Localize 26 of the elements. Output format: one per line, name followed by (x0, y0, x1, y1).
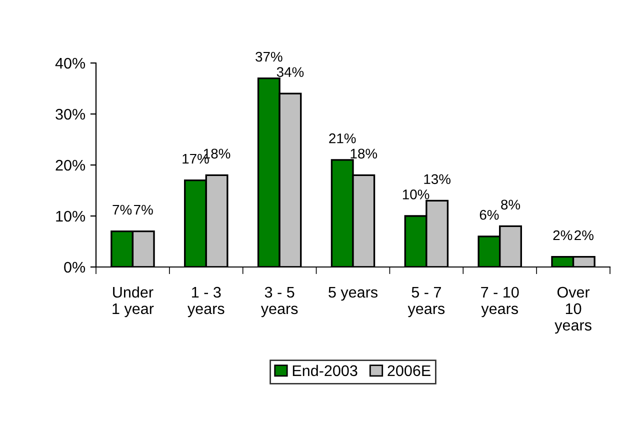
data-label: 34% (276, 67, 304, 77)
y-tick-label: 40% (55, 58, 86, 69)
x-tick-label: 1 - 3 years (188, 286, 224, 318)
y-tick-label: 0% (64, 262, 86, 273)
data-label: 10% (402, 190, 430, 200)
data-label: 6% (480, 210, 499, 220)
legend-label: End-2003 (292, 364, 358, 376)
x-tick-label: 5 years (328, 287, 378, 301)
data-label: 7% (134, 204, 153, 215)
data-label: 8% (501, 200, 520, 210)
data-label: 37% (256, 52, 282, 62)
x-tick-label: 5 - 7 years (408, 287, 445, 318)
data-label: 7% (112, 204, 132, 215)
data-label: 18% (350, 148, 378, 159)
y-tick-label: 30% (56, 108, 86, 120)
legend-label: 2006E (388, 365, 430, 376)
data-label: 13% (424, 174, 450, 184)
data-label: 2% (553, 230, 572, 240)
data-label: 21% (329, 133, 356, 144)
x-tick-label: 7 - 10 years (481, 286, 519, 318)
y-tick-label: 10% (56, 210, 86, 222)
x-tick-label: Under 1 year (112, 286, 154, 318)
x-tick-label: Over 10 years (554, 286, 592, 334)
data-label: 2% (574, 230, 594, 240)
x-tick-label: 3 - 5 years (260, 286, 298, 318)
y-tick-label: 20% (56, 160, 86, 171)
